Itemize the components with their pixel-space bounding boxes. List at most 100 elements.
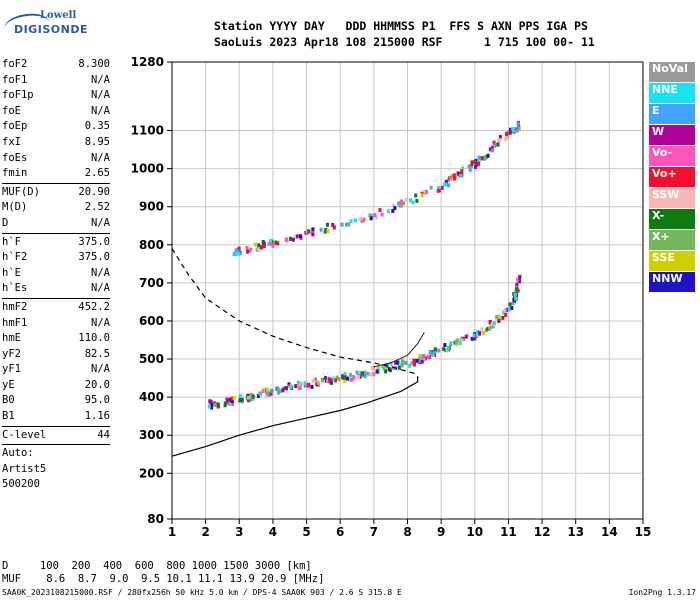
- param-separator: [2, 182, 110, 184]
- echo-point: [428, 350, 432, 354]
- x-tick-label: 7: [370, 525, 378, 539]
- param-label: fmin: [2, 167, 28, 180]
- echo-point: [444, 182, 448, 187]
- param-label: foEs: [2, 151, 28, 164]
- echo-point: [440, 185, 444, 190]
- echo-point: [274, 240, 278, 245]
- echo-point: [249, 247, 253, 252]
- echo-point: [279, 389, 283, 394]
- echo-point: [237, 251, 241, 256]
- param-value: N/A: [91, 282, 110, 295]
- echo-point: [210, 405, 214, 410]
- footer-filename: SAA0K_2023108215000.RSF / 280fx256h 50 k…: [2, 588, 402, 597]
- echo-point: [497, 314, 501, 319]
- param-value: N/A: [91, 316, 110, 329]
- echo-point: [346, 376, 350, 381]
- echo-point: [402, 201, 405, 206]
- echo-point: [493, 321, 496, 326]
- echo-point: [480, 156, 484, 161]
- param-label: h`F: [2, 235, 21, 248]
- echo-point: [225, 398, 229, 403]
- legend-item: Vo+: [649, 167, 695, 187]
- echo-point: [340, 222, 344, 227]
- echo-point: [232, 252, 236, 257]
- echo-point: [323, 375, 327, 380]
- echo-point: [418, 353, 422, 358]
- echo-point: [347, 222, 351, 227]
- x-tick-label: 13: [567, 525, 584, 539]
- param-value: 8.95: [84, 135, 110, 148]
- echo-point: [473, 160, 477, 165]
- echo-point: [265, 387, 269, 392]
- echo-point: [498, 135, 502, 139]
- echo-point: [514, 296, 518, 301]
- echo-point: [276, 387, 280, 392]
- x-tick-label: 5: [302, 525, 310, 539]
- x-tick-label: 10: [466, 525, 483, 539]
- echo-point: [411, 200, 415, 205]
- echo-point: [433, 347, 437, 352]
- y-tick-label: 1100: [131, 124, 164, 138]
- param-label: foF1p: [2, 89, 34, 102]
- param-label: M(D): [2, 201, 28, 214]
- param-row: foE N/A: [2, 104, 110, 120]
- echo-point: [425, 189, 429, 194]
- echo-point: [404, 197, 408, 202]
- echo-point: [452, 173, 456, 178]
- echo-point: [478, 331, 482, 336]
- echo-point: [515, 128, 519, 133]
- param-value: 8.300: [78, 58, 110, 70]
- echo-point: [314, 377, 318, 382]
- legend-item: NNW: [649, 272, 695, 292]
- param-row: foEs N/A: [2, 151, 110, 167]
- echo-point: [512, 297, 516, 302]
- param-row: MUF(D) 20.90: [2, 185, 110, 201]
- param-value: N/A: [91, 89, 110, 102]
- y-tick-label: 600: [139, 314, 164, 328]
- echo-point: [470, 336, 474, 341]
- echo-point: [298, 382, 302, 387]
- echo-point: [518, 275, 521, 280]
- param-separator: [2, 425, 110, 427]
- param-label: h`E: [2, 266, 21, 279]
- echo-point: [507, 307, 511, 312]
- param-label: hmF1: [2, 316, 28, 329]
- echo-point: [285, 386, 288, 391]
- echo-point: [477, 155, 481, 160]
- y-tick-label: 700: [139, 276, 164, 290]
- param-note: 500200: [2, 478, 40, 491]
- muf-value-line: MUF 8.6 8.7 9.0 9.5 10.1 11.1 13.9 20.9 …: [2, 573, 325, 585]
- echo-point: [265, 394, 269, 399]
- echo-point: [476, 329, 480, 334]
- echo-point: [488, 320, 492, 325]
- echo-point: [323, 229, 327, 234]
- echo-point: [361, 371, 365, 376]
- echo-point: [367, 372, 371, 376]
- echo-point: [343, 379, 347, 384]
- echo-point: [391, 208, 395, 213]
- param-value: 82.5: [84, 347, 110, 360]
- echo-point: [355, 370, 359, 375]
- param-value: 2.52: [84, 201, 110, 214]
- echo-point: [298, 234, 302, 239]
- legend-item: W: [649, 125, 695, 145]
- echo-point: [289, 236, 292, 241]
- echo-point: [504, 313, 508, 317]
- echo-point: [494, 142, 498, 147]
- echo-point: [472, 333, 476, 338]
- echo-point: [488, 326, 491, 331]
- echo-point: [483, 156, 487, 161]
- echo-point: [260, 245, 264, 250]
- x-tick-label: 11: [500, 525, 517, 539]
- echo-point: [341, 375, 345, 380]
- logo-line2: DIGISONDE: [14, 23, 88, 36]
- echo-point: [498, 138, 502, 143]
- param-value: N/A: [91, 266, 110, 279]
- x-tick-label: 1: [168, 525, 176, 539]
- echo-point: [239, 394, 243, 399]
- echo-point: [317, 382, 321, 387]
- echo-point: [327, 377, 331, 382]
- echo-point: [209, 399, 213, 404]
- echo-point: [444, 348, 448, 353]
- echo-point: [376, 365, 380, 370]
